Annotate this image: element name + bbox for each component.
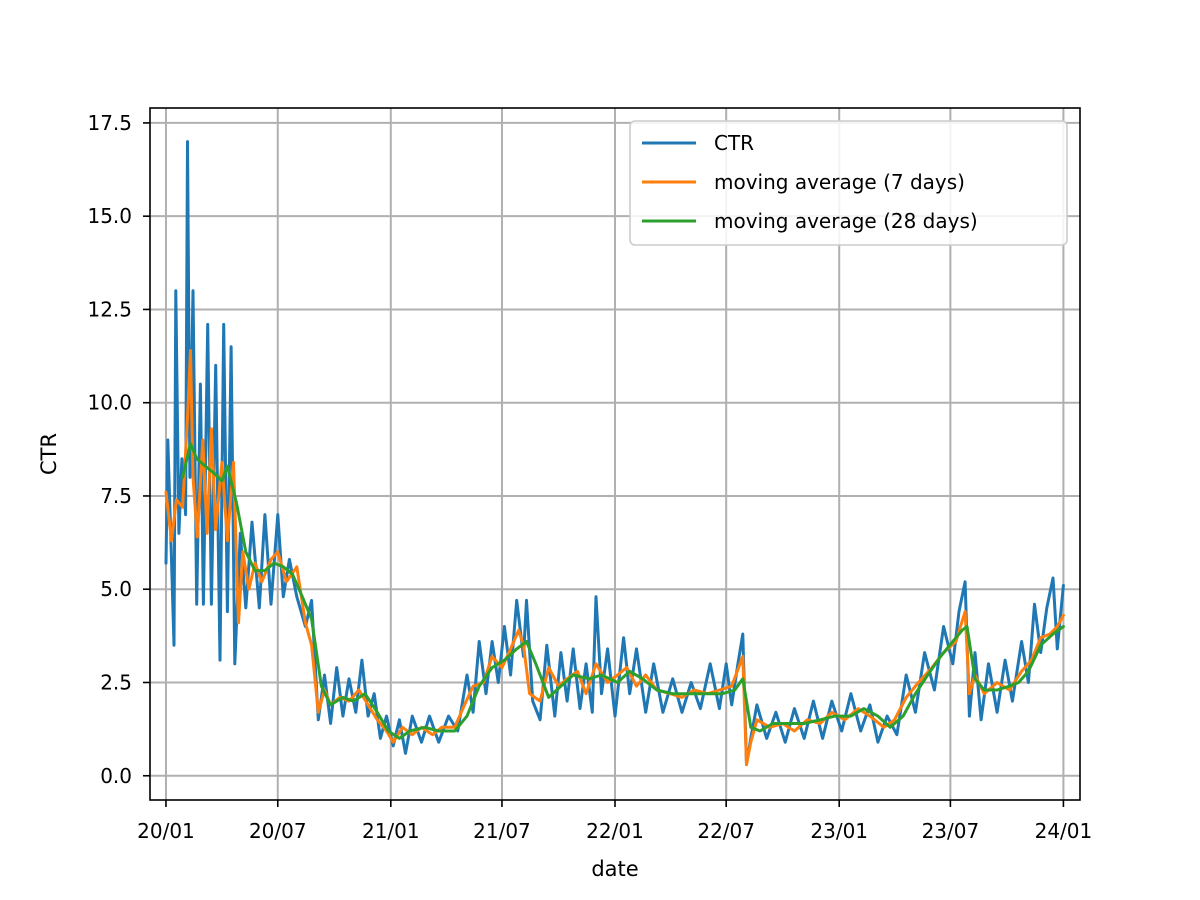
y-tick-label: 7.5 — [100, 484, 132, 508]
y-tick-label: 5.0 — [100, 577, 132, 601]
legend-label: moving average (7 days) — [714, 170, 965, 194]
series-line-1 — [164, 349, 1065, 767]
y-axis-label: CTR — [37, 433, 61, 475]
y-tick-label: 10.0 — [87, 391, 132, 415]
legend-label: CTR — [714, 131, 754, 155]
series-line-0 — [164, 140, 1065, 767]
y-tick-label: 12.5 — [87, 297, 132, 321]
legend: CTR moving average (7 days) moving average… — [629, 120, 1068, 246]
series-line-2 — [181, 442, 1065, 740]
y-tick-label: 0.0 — [100, 764, 132, 788]
x-axis: 20/01 20/07 21/01 21/07 22/01 22/07 23/01 23/07… — [137, 800, 1092, 843]
x-tick-label: 21/01 — [362, 819, 420, 843]
x-tick-label: 22/01 — [586, 819, 644, 843]
x-axis-label: date — [591, 857, 638, 881]
x-tick-label: 24/01 — [1035, 819, 1093, 843]
y-tick-label: 15.0 — [87, 204, 132, 228]
x-tick-label: 21/07 — [473, 819, 531, 843]
legend-box — [629, 120, 1068, 246]
x-tick-label: 23/01 — [810, 819, 868, 843]
y-axis: 0.0 2.5 5.0 7.5 10.0 12.5 15.0 17.5 — [87, 111, 150, 788]
x-tick-label: 20/01 — [137, 819, 195, 843]
y-tick-label: 2.5 — [100, 670, 132, 694]
x-tick-label: 22/07 — [697, 819, 755, 843]
legend-label: moving average (28 days) — [714, 209, 978, 233]
y-tick-label: 17.5 — [87, 111, 132, 135]
series-layer — [164, 140, 1065, 767]
x-tick-label: 23/07 — [922, 819, 980, 843]
x-tick-label: 20/07 — [249, 819, 307, 843]
